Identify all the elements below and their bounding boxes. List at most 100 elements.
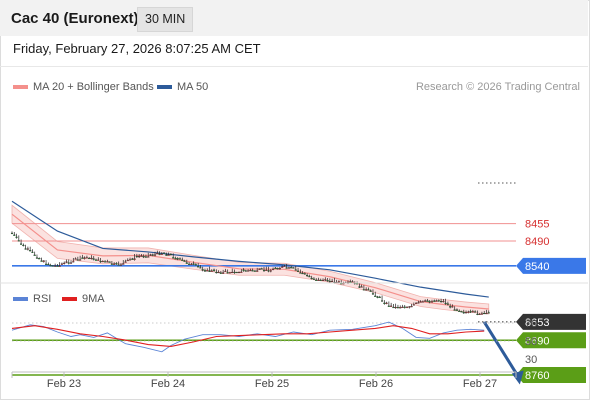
candle [287, 266, 291, 269]
candle-body [262, 269, 266, 271]
candle [435, 299, 438, 302]
candle-body [24, 248, 27, 250]
candle-body [181, 259, 184, 261]
candle-body [260, 268, 263, 270]
candle-body [108, 261, 111, 263]
instrument-title: Cac 40 (Euronext) [11, 10, 139, 27]
candle-body [122, 263, 125, 265]
candle [415, 302, 418, 304]
candle [306, 273, 309, 277]
candle [321, 278, 325, 281]
timeframe-badge[interactable]: 30 MIN [137, 7, 194, 32]
level-value-8540: 8540 [525, 261, 549, 273]
candle [376, 295, 379, 299]
candle [169, 253, 172, 256]
x-tick-label-1: Feb 24 [151, 378, 185, 390]
candle-body [106, 261, 109, 263]
candle-body [444, 302, 447, 304]
candle [22, 243, 25, 247]
candle-body [74, 258, 77, 260]
candle [185, 259, 188, 264]
candle [358, 283, 361, 288]
candle [190, 262, 193, 265]
candle [469, 309, 472, 313]
candle [92, 256, 95, 261]
candle [31, 249, 34, 253]
candle-body [129, 259, 132, 261]
candle [217, 270, 220, 274]
candle-body [153, 254, 157, 256]
level-tag-8760 [516, 367, 586, 383]
candle-body [403, 306, 406, 308]
candle [101, 260, 104, 263]
rsi-legend-swatch-0 [13, 297, 28, 301]
candle-body [69, 262, 73, 264]
candle [72, 257, 75, 263]
candle-body [235, 271, 238, 274]
candle-body [478, 313, 481, 315]
candle-body [233, 271, 236, 273]
candle-body [331, 280, 334, 283]
candle [303, 272, 306, 275]
candle [197, 262, 200, 268]
candle [181, 257, 184, 261]
candle [331, 278, 334, 283]
candle-body [247, 270, 250, 272]
candle-body [22, 244, 25, 247]
candle-body [92, 258, 95, 260]
candle [144, 254, 147, 258]
candle-body [219, 272, 222, 274]
candle [374, 291, 377, 297]
candle [56, 264, 59, 267]
rsi-legend-label-0: RSI [33, 293, 51, 305]
candle-body [60, 263, 63, 265]
candle-body [29, 250, 32, 252]
candle-body [149, 254, 152, 256]
candle [183, 259, 186, 262]
candle-body [321, 279, 325, 281]
candle [35, 254, 39, 259]
candle [403, 304, 406, 309]
candle-body [376, 296, 379, 298]
candle-body [324, 279, 327, 281]
candle [192, 261, 195, 266]
candle-body [258, 268, 261, 270]
candle [135, 253, 138, 258]
candle [60, 262, 63, 265]
candle-body [178, 258, 182, 260]
candle-body [485, 313, 488, 315]
candle [428, 300, 431, 304]
candle-body [442, 301, 445, 303]
candle [410, 303, 413, 308]
candle-body [217, 271, 220, 274]
candle [149, 253, 152, 257]
candle [267, 266, 270, 273]
candle-body [67, 262, 70, 264]
candle-body [63, 262, 66, 264]
candle-body [54, 265, 57, 267]
candle-body [228, 272, 231, 274]
candle [108, 261, 111, 263]
candle [219, 270, 222, 275]
candle [476, 310, 479, 316]
candle [405, 306, 409, 309]
candle [242, 268, 245, 272]
candle [249, 268, 252, 272]
candle [69, 260, 73, 264]
candle-body [299, 272, 302, 274]
candle [199, 265, 202, 269]
candle [308, 274, 311, 278]
candle-body [45, 263, 48, 265]
candle [240, 269, 243, 273]
candle [258, 268, 261, 271]
candle [63, 261, 66, 265]
candle [67, 259, 70, 265]
level-value-8455: 8455 [525, 219, 549, 231]
candle [396, 304, 399, 309]
candle-body [371, 293, 375, 295]
candle [265, 266, 268, 271]
candle-body [110, 263, 113, 265]
candle-body [394, 306, 397, 309]
candle-body [190, 263, 193, 265]
candle-body [383, 302, 386, 304]
